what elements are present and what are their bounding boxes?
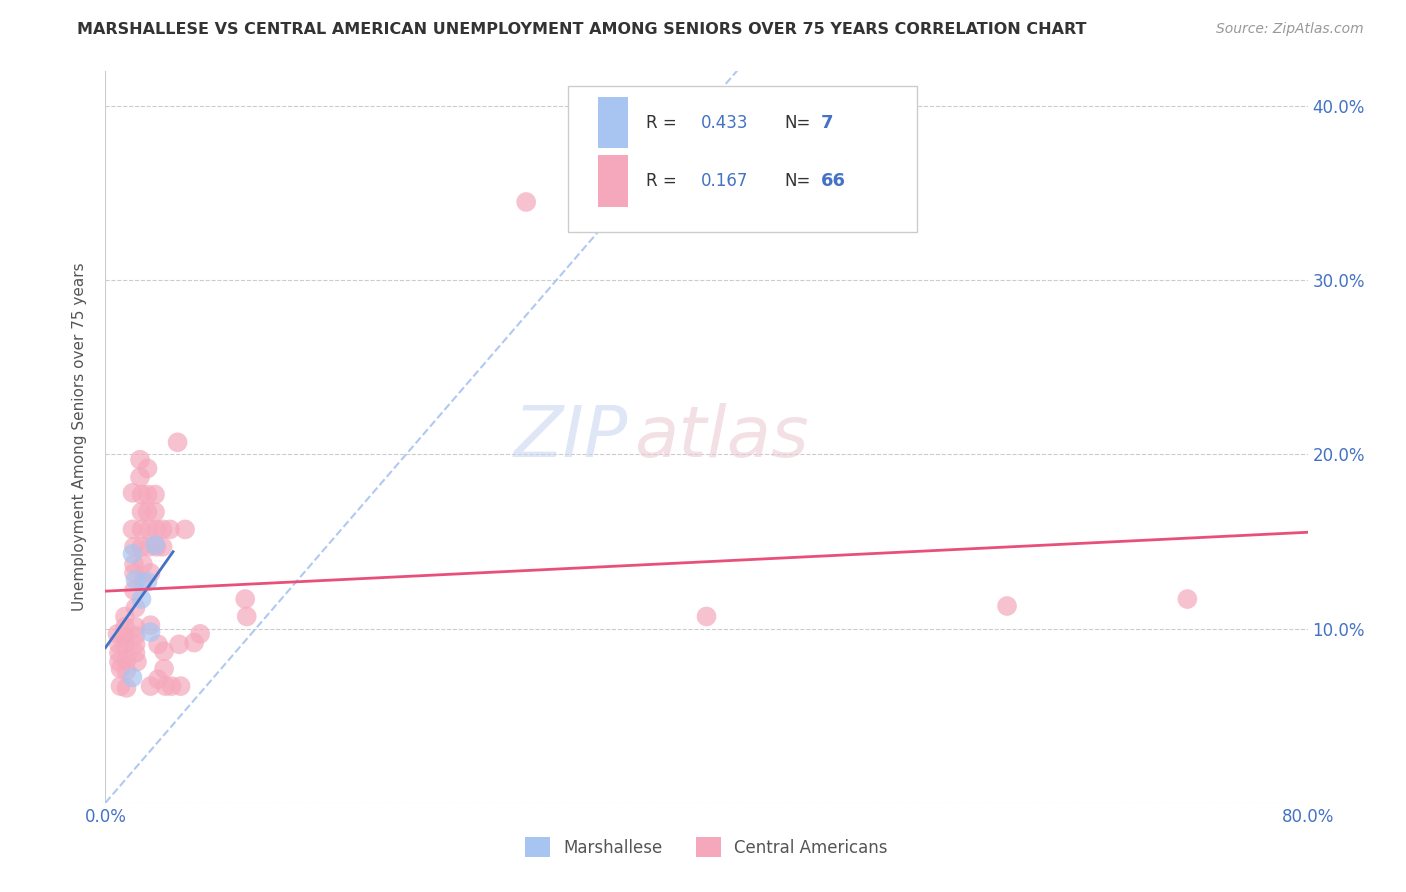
Text: ZIP: ZIP	[515, 402, 628, 472]
Point	[136, 505, 159, 519]
Point	[174, 522, 197, 536]
Point	[115, 681, 138, 695]
Point	[233, 592, 256, 607]
Point	[139, 618, 162, 632]
Point	[107, 627, 129, 641]
Point	[124, 646, 146, 660]
Point	[131, 592, 153, 607]
Point	[125, 655, 148, 669]
Text: R =: R =	[647, 113, 682, 131]
FancyBboxPatch shape	[599, 97, 628, 148]
Point	[115, 653, 138, 667]
Point	[143, 505, 166, 519]
Text: 0.167: 0.167	[700, 172, 748, 190]
Point	[124, 600, 146, 615]
Point	[188, 627, 211, 641]
Point	[108, 646, 131, 660]
Point	[152, 522, 174, 536]
Point	[235, 609, 257, 624]
Point	[121, 522, 143, 536]
Point	[129, 452, 152, 467]
Point	[129, 470, 152, 484]
Point	[122, 566, 145, 580]
Point	[136, 461, 159, 475]
Point	[143, 487, 166, 501]
Point	[132, 558, 155, 572]
Text: atlas: atlas	[634, 402, 808, 472]
Point	[696, 609, 718, 624]
Point	[122, 540, 145, 554]
Point	[121, 670, 143, 684]
Point	[152, 540, 174, 554]
Point	[108, 637, 131, 651]
Point	[131, 505, 153, 519]
Point	[110, 662, 132, 676]
Point	[115, 664, 138, 678]
Point	[121, 547, 143, 561]
Point	[160, 679, 183, 693]
Text: 7: 7	[821, 113, 834, 131]
Point	[146, 672, 169, 686]
Point	[145, 540, 167, 554]
Point	[136, 574, 159, 589]
Point	[153, 644, 176, 658]
Text: MARSHALLESE VS CENTRAL AMERICAN UNEMPLOYMENT AMONG SENIORS OVER 75 YEARS CORRELA: MARSHALLESE VS CENTRAL AMERICAN UNEMPLOY…	[77, 22, 1087, 37]
Point	[124, 573, 146, 587]
Point	[131, 540, 153, 554]
Point	[139, 625, 162, 640]
Point	[122, 583, 145, 598]
Point	[153, 662, 176, 676]
Point	[108, 655, 131, 669]
Legend: Marshallese, Central Americans: Marshallese, Central Americans	[519, 830, 894, 864]
Point	[139, 566, 162, 580]
Point	[114, 609, 136, 624]
Point	[124, 637, 146, 651]
Point	[995, 599, 1018, 613]
Point	[145, 522, 167, 536]
Point	[131, 487, 153, 501]
Point	[138, 522, 160, 536]
Point	[1177, 592, 1199, 607]
Text: Source: ZipAtlas.com: Source: ZipAtlas.com	[1216, 22, 1364, 37]
Point	[155, 679, 177, 693]
Point	[124, 629, 146, 643]
Point	[143, 538, 166, 552]
Point	[139, 679, 162, 693]
Point	[166, 435, 188, 450]
Y-axis label: Unemployment Among Seniors over 75 years: Unemployment Among Seniors over 75 years	[72, 263, 87, 611]
Point	[515, 194, 537, 209]
FancyBboxPatch shape	[568, 86, 917, 232]
Point	[131, 522, 153, 536]
Point	[114, 620, 136, 634]
Point	[124, 620, 146, 634]
Point	[183, 635, 205, 649]
Point	[121, 485, 143, 500]
Point	[114, 629, 136, 643]
Point	[146, 637, 169, 651]
Text: 0.433: 0.433	[700, 113, 748, 131]
Point	[167, 637, 190, 651]
Text: N=: N=	[785, 172, 811, 190]
Point	[169, 679, 191, 693]
Point	[122, 558, 145, 572]
Point	[138, 540, 160, 554]
Point	[136, 487, 159, 501]
Text: N=: N=	[785, 113, 811, 131]
Point	[114, 637, 136, 651]
Point	[110, 679, 132, 693]
FancyBboxPatch shape	[599, 155, 628, 207]
Point	[159, 522, 181, 536]
Point	[132, 574, 155, 589]
Text: R =: R =	[647, 172, 682, 190]
Text: 66: 66	[821, 172, 846, 190]
